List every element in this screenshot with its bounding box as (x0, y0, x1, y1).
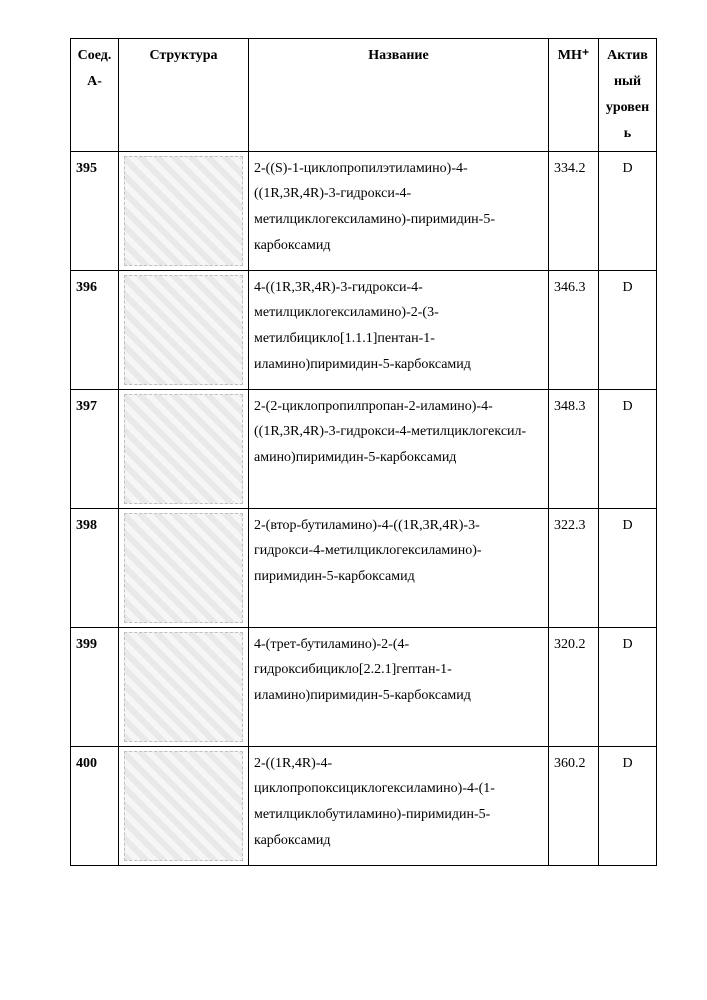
table-row: 397 2-(2-циклопропилпропан-2-иламино)-4-… (71, 389, 657, 508)
table-row: 398 2-(втор-бутиламино)-4-((1R,3R,4R)-3-… (71, 508, 657, 627)
cell-mh: 320.2 (549, 627, 599, 746)
cell-mh: 360.2 (549, 746, 599, 865)
cell-name: 4-((1R,3R,4R)-3-гидрокси-4-метилциклогек… (249, 270, 549, 389)
header-mh: MH⁺ (549, 39, 599, 152)
cell-structure (119, 151, 249, 270)
structure-image-icon (124, 156, 243, 266)
table-row: 400 2-((1R,4R)-4-циклопропоксициклогекси… (71, 746, 657, 865)
header-id: Соед. А- (71, 39, 119, 152)
cell-name: 2-(2-циклопропилпропан-2-иламино)-4-((1R… (249, 389, 549, 508)
cell-activity: D (599, 270, 657, 389)
table-row: 395 2-((S)-1-циклопропилэтиламино)-4-((1… (71, 151, 657, 270)
cell-mh: 348.3 (549, 389, 599, 508)
cell-id: 398 (71, 508, 119, 627)
cell-structure (119, 389, 249, 508)
structure-image-icon (124, 394, 243, 504)
cell-mh: 334.2 (549, 151, 599, 270)
cell-id: 395 (71, 151, 119, 270)
structure-image-icon (124, 751, 243, 861)
structure-image-icon (124, 275, 243, 385)
cell-id: 396 (71, 270, 119, 389)
header-activity: Актив ный уровен ь (599, 39, 657, 152)
cell-activity: D (599, 151, 657, 270)
header-name: Название (249, 39, 549, 152)
cell-mh: 322.3 (549, 508, 599, 627)
cell-activity: D (599, 627, 657, 746)
structure-image-icon (124, 632, 243, 742)
cell-activity: D (599, 746, 657, 865)
compound-table: Соед. А- Структура Название MH⁺ Актив ны… (70, 38, 657, 866)
cell-structure (119, 746, 249, 865)
structure-image-icon (124, 513, 243, 623)
cell-id: 399 (71, 627, 119, 746)
cell-structure (119, 627, 249, 746)
cell-activity: D (599, 508, 657, 627)
cell-id: 397 (71, 389, 119, 508)
header-structure: Структура (119, 39, 249, 152)
table-row: 399 4-(трет-бутиламино)-2-(4-гидроксибиц… (71, 627, 657, 746)
cell-activity: D (599, 389, 657, 508)
cell-structure (119, 270, 249, 389)
table-header-row: Соед. А- Структура Название MH⁺ Актив ны… (71, 39, 657, 152)
cell-structure (119, 508, 249, 627)
cell-name: 2-(втор-бутиламино)-4-((1R,3R,4R)-3-гидр… (249, 508, 549, 627)
cell-name: 2-((1R,4R)-4-циклопропоксициклогексилами… (249, 746, 549, 865)
cell-name: 4-(трет-бутиламино)-2-(4-гидроксибицикло… (249, 627, 549, 746)
cell-mh: 346.3 (549, 270, 599, 389)
cell-name: 2-((S)-1-циклопропилэтиламино)-4-((1R,3R… (249, 151, 549, 270)
table-row: 396 4-((1R,3R,4R)-3-гидрокси-4-метилцикл… (71, 270, 657, 389)
cell-id: 400 (71, 746, 119, 865)
